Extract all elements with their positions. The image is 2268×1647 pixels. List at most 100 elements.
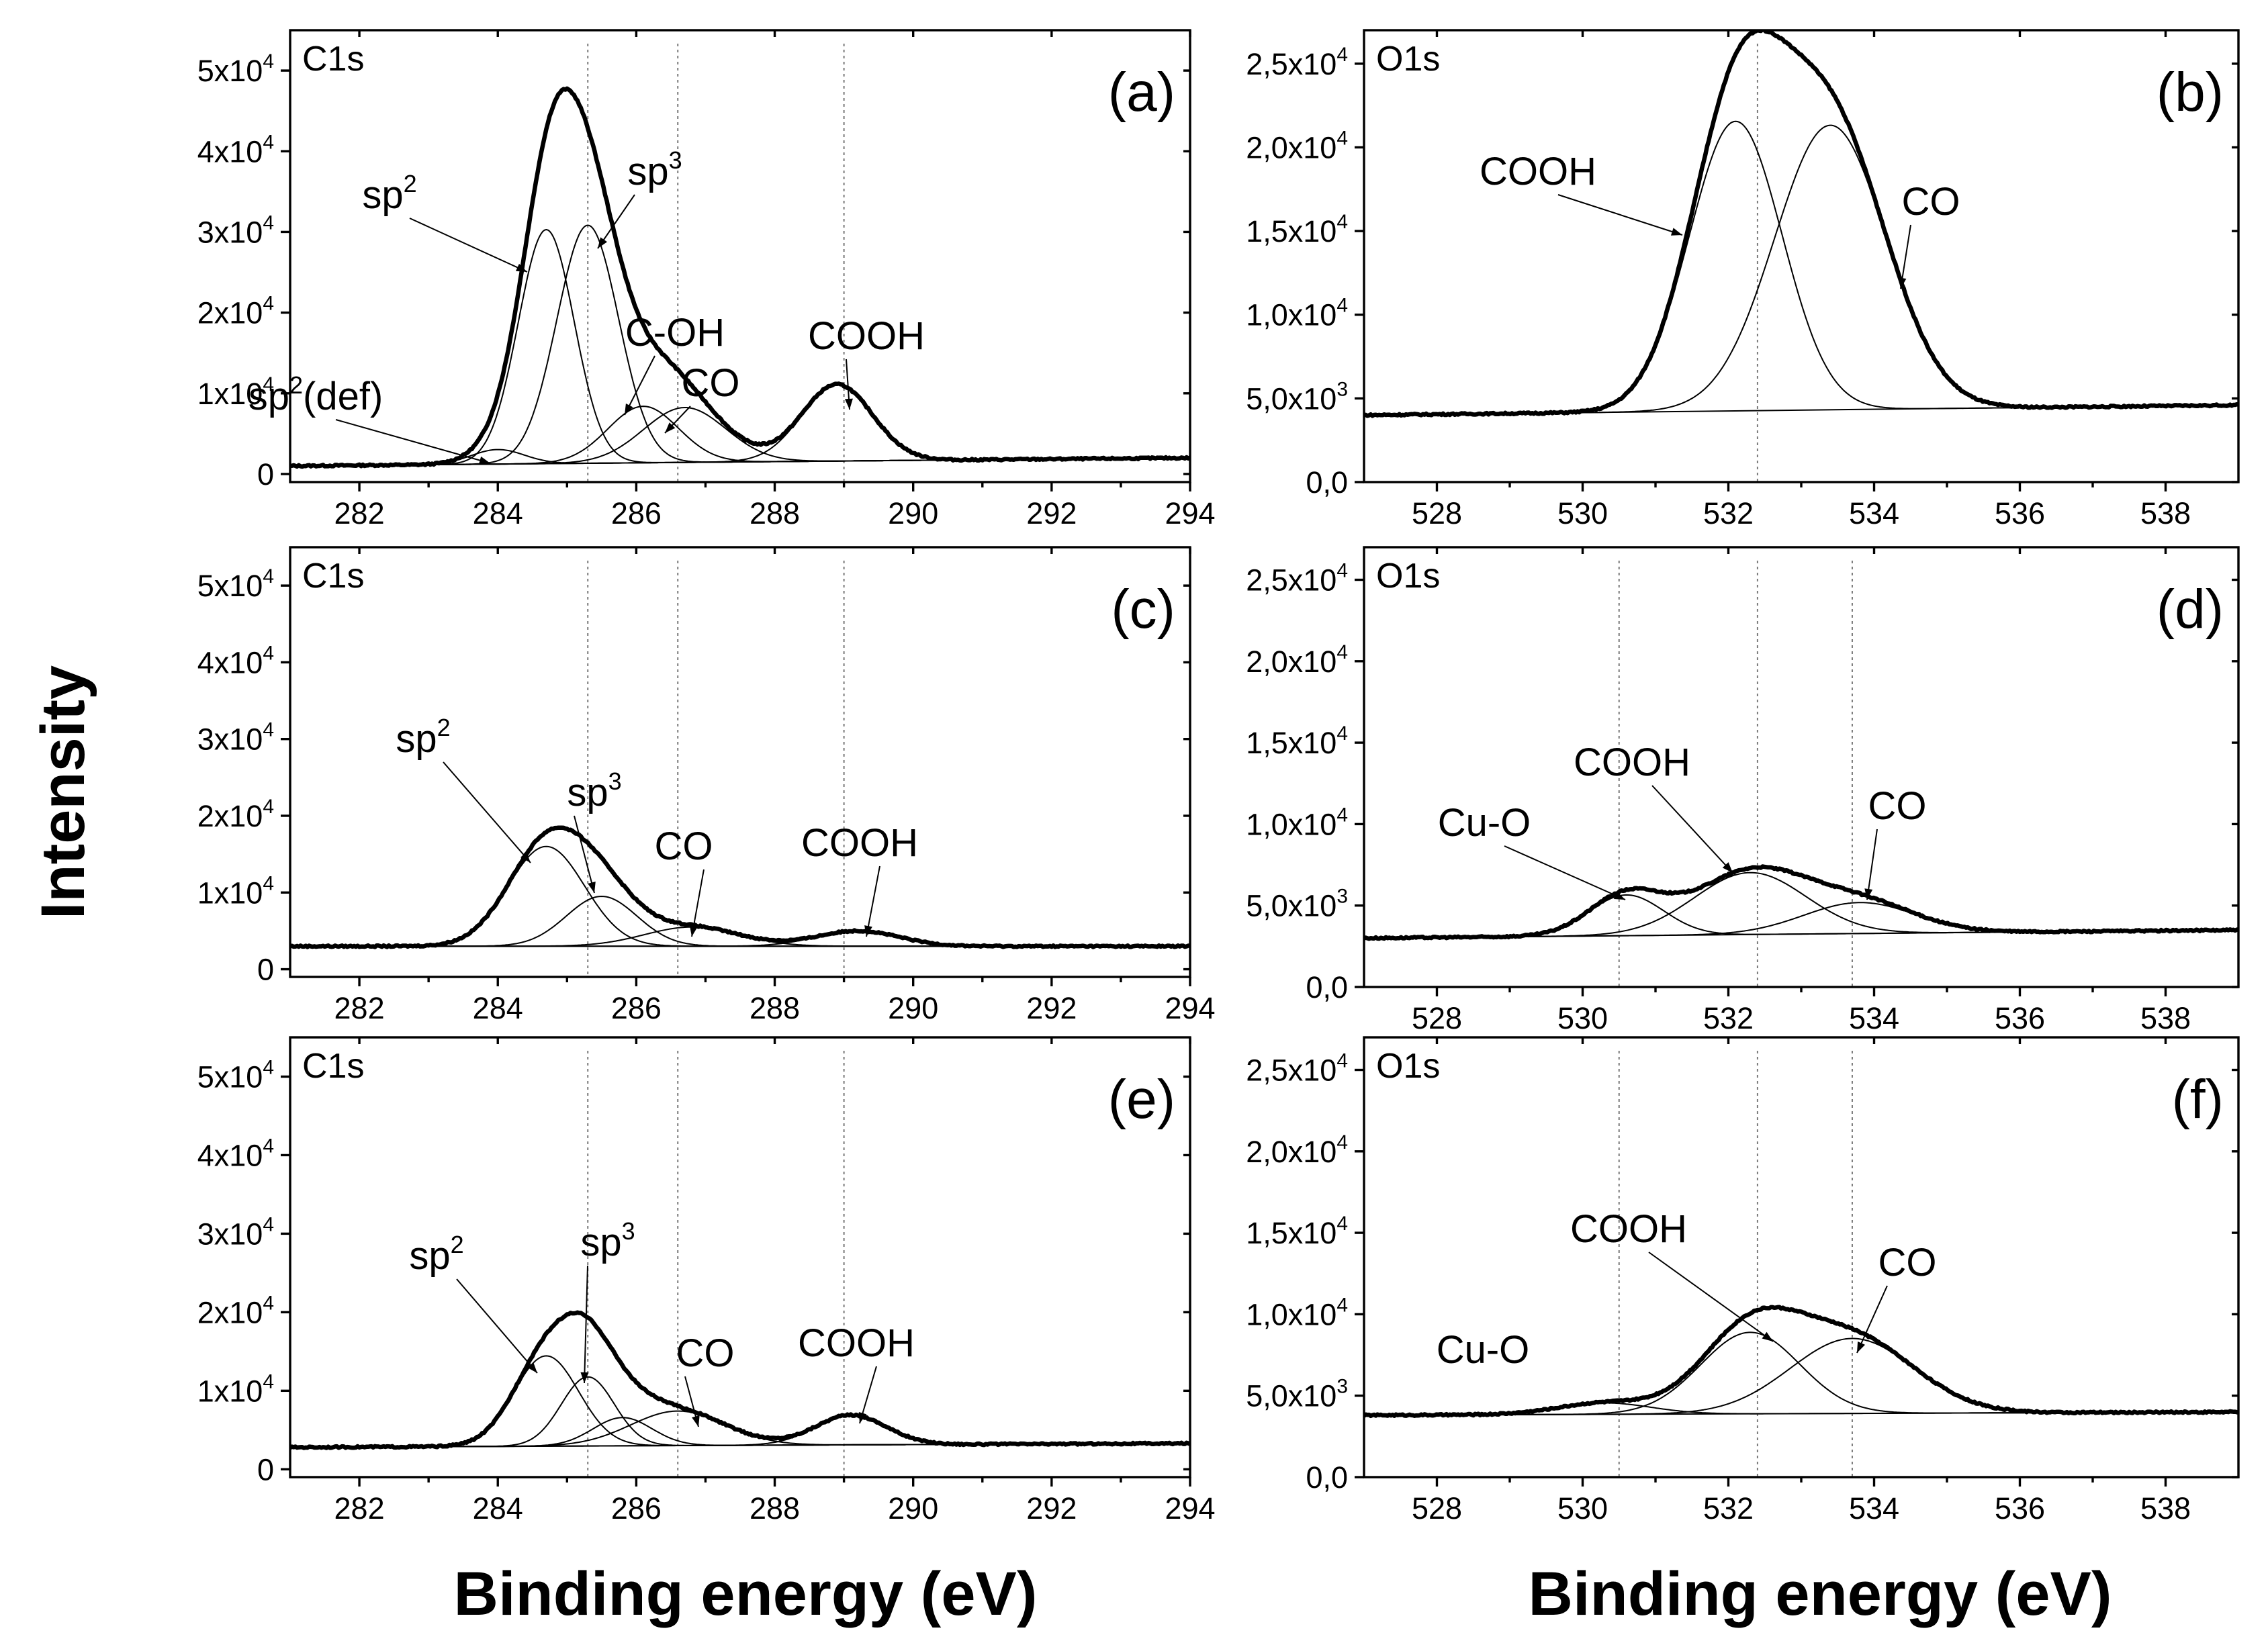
leader-line [1900,224,1911,289]
leader-line [574,815,595,894]
y-tick-label: 2x104 [197,1292,274,1329]
x-tick-label: 538 [2140,1001,2191,1035]
y-tick-label: 2,0x104 [1246,127,1348,164]
component-sp3 [290,224,1190,467]
y-tick-label: 2,0x104 [1246,1131,1348,1169]
arrowhead [1762,1331,1773,1342]
y-tick-label: 4x104 [197,1135,274,1172]
y-tick-label: 5x104 [197,50,274,88]
y-tick-label: 5x104 [197,565,274,603]
plot-frame [289,546,1191,978]
y-tick-label: 2,0x104 [1246,641,1348,679]
envelope-line [1364,864,2238,941]
y-tick-label: 0,0 [1306,465,1348,500]
arrowhead [1898,277,1907,289]
curves [1364,30,2238,418]
annotation-label: sp2(def) [248,371,383,418]
y-tick-label: 1x104 [197,373,274,411]
x-tick-label: 534 [1849,1001,1899,1035]
y-tick-label: 2x104 [197,293,274,330]
x-tick-label: 528 [1412,496,1462,530]
arrowhead [580,1372,589,1383]
annotation-label: CO [1902,180,1960,224]
x-axis-title-right: Binding energy (eV) [1529,1560,2112,1628]
envelope-line [290,86,1190,469]
component-cooh [290,383,1190,467]
x-axis-title-left: Binding energy (eV) [454,1560,1038,1628]
annotation-label: COOH [1480,150,1596,193]
x-tick-label: 282 [334,496,385,530]
y-tick-label: 1x104 [197,872,274,910]
arrowhead [598,237,608,248]
x-tick-label: 538 [2140,496,2191,530]
corner-label: C1s [302,40,364,79]
envelope-line [290,825,1190,949]
annotation-label: sp3 [580,1217,635,1264]
annotation-label: COOH [798,1321,915,1365]
y-tick-label: 1,0x104 [1246,1294,1348,1331]
x-tick-label: 286 [611,1491,662,1525]
arrowhead [858,1411,867,1423]
x-tick-label: 288 [750,496,800,530]
arrowhead [1864,888,1873,900]
y-tick-label: 1,5x104 [1246,1213,1348,1250]
panel-label: (f) [2172,1069,2224,1130]
panel-label: (c) [1111,579,1175,640]
y-tick-label: 1,5x104 [1246,722,1348,760]
arrowhead [515,263,527,272]
x-tick-label: 292 [1026,1491,1077,1525]
x-tick-label: 534 [1849,496,1899,530]
x-tick-label: 292 [1026,496,1077,530]
annotation-label: sp2 [396,714,450,761]
leader-line [1557,194,1683,236]
arrowhead [689,925,698,937]
corner-label: O1s [1376,1047,1440,1086]
arrowhead [478,456,490,465]
y-tick-label: 5,0x103 [1246,886,1348,923]
x-tick-label: 284 [473,991,523,1025]
y-axis-title: Intensity [29,665,97,919]
panel-label: (b) [2157,62,2224,123]
y-tick-label: 3x104 [197,211,274,249]
arrowhead [520,851,531,863]
y-tick-label: 0 [257,457,274,491]
envelope-line [1364,1305,2238,1419]
y-tick-label: 1,0x104 [1246,804,1348,841]
x-tick-label: 536 [1995,496,2045,530]
annotation-label: CO [676,1331,735,1375]
arrowhead [588,882,596,893]
x-tick-label: 290 [888,496,938,530]
leader-line [335,419,491,464]
x-tick-label: 294 [1165,496,1215,530]
x-tick-label: 294 [1165,1491,1215,1525]
leader-line [456,1278,538,1374]
annotation-label: CO [1868,784,1927,828]
annotation-label: Cu-O [1437,1328,1530,1372]
component-cooh [1364,872,2238,939]
annotation-label: sp3 [567,767,621,814]
x-tick-label: 534 [1849,1491,1899,1525]
y-tick-label: 5,0x103 [1246,378,1348,416]
leader-line [1856,1285,1888,1354]
annotation-label: C-OH [625,311,725,355]
y-tick-label: 0 [257,1452,274,1487]
x-tick-label: 284 [473,1491,523,1525]
x-tick-label: 284 [473,496,523,530]
component-sp2 [290,1355,1190,1448]
annotation-label: sp2 [409,1231,463,1278]
x-tick-label: 530 [1557,496,1608,530]
annotation-label: CO [1878,1241,1937,1284]
x-tick-label: 282 [334,991,385,1025]
arrowhead [844,398,853,410]
x-tick-label: 288 [750,991,800,1025]
x-tick-label: 290 [888,991,938,1025]
y-tick-label: 2x104 [197,796,274,833]
y-tick-label: 3x104 [197,1213,274,1251]
arrowhead [1670,228,1682,236]
corner-label: C1s [302,557,364,596]
leader-line [1651,785,1733,874]
leader-line [597,194,635,249]
panel-label: (a) [1108,62,1175,123]
leader-line [1866,829,1878,900]
x-tick-label: 538 [2140,1491,2191,1525]
